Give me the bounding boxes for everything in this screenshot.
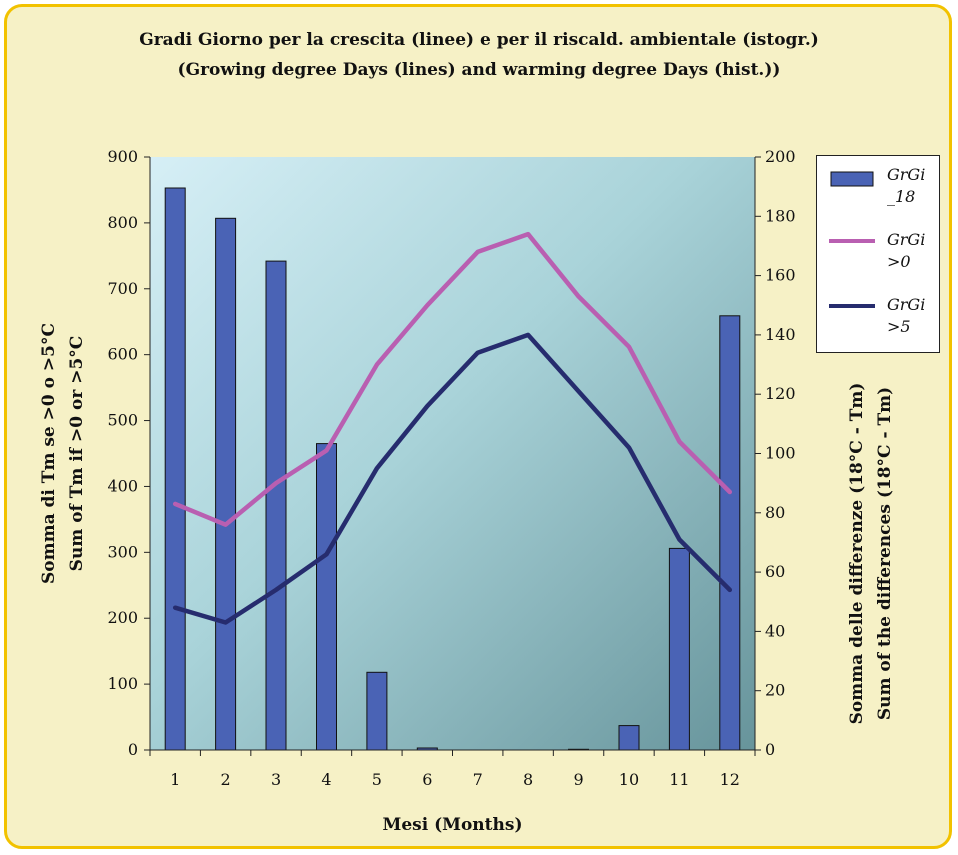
x-tick-label: 9	[573, 770, 583, 789]
bar-11	[668, 547, 690, 751]
y2-tick-label: 80	[765, 503, 785, 522]
y2-tick-label: 160	[765, 266, 796, 285]
legend: GrGi _18 GrGi >0 GrGi >5	[816, 155, 940, 353]
y2-tick-label: 40	[765, 621, 785, 640]
x-axis-title: Mesi (Months)	[383, 815, 523, 835]
y2-axis-title-line-1: Somma delle differenze (18°C - Tm)	[847, 383, 867, 725]
x-tick-label: 5	[372, 770, 382, 789]
x-tick-label: 3	[271, 770, 281, 789]
bar-12	[719, 315, 741, 751]
x-tick-label: 1	[170, 770, 180, 789]
y2-tick-label: 60	[765, 562, 785, 581]
legend-bar-swatch	[830, 171, 874, 187]
bar-2	[215, 217, 237, 751]
bar-5	[366, 671, 388, 751]
bar-10	[618, 725, 640, 751]
x-tick-label: 8	[523, 770, 533, 789]
x-tick-label: 2	[221, 770, 231, 789]
y2-tick-label: 180	[765, 206, 796, 225]
x-tick-label: 7	[473, 770, 483, 789]
y-axis-title-line-2: Sum of Tm if >0 or >5°C	[67, 336, 87, 572]
y2-tick-label: 20	[765, 681, 785, 700]
legend-line-swatch	[829, 304, 875, 308]
y-tick-label: 600	[107, 345, 138, 364]
line-series-grgi-gt0	[172, 231, 733, 527]
y-tick-label: 300	[107, 542, 138, 561]
y-tick-label: 900	[107, 147, 138, 166]
y-tick-label: 100	[107, 674, 138, 693]
chart-title-line-1: Gradi Giorno per la crescita (linee) e p…	[139, 30, 819, 50]
y-tick-label: 0	[128, 740, 138, 759]
line-series-grgi-gt5	[172, 332, 733, 625]
y-tick-label: 700	[107, 279, 138, 298]
bar-3	[265, 260, 287, 751]
x-tick-label: 10	[619, 770, 639, 789]
y-tick-label: 400	[107, 476, 138, 495]
bar-1	[164, 187, 186, 751]
x-tick-label: 12	[720, 770, 740, 789]
y-tick-label: 200	[107, 608, 138, 627]
y-axis-title-line-1: Somma di Tm se >0 o >5°C	[39, 323, 59, 584]
bar-4	[316, 443, 337, 751]
y2-tick-label: 140	[765, 325, 796, 344]
legend-label: GrGi >0	[887, 230, 926, 271]
legend-line-swatch	[829, 239, 875, 243]
y2-tick-label: 120	[765, 384, 796, 403]
x-tick-label: 6	[422, 770, 432, 789]
y-tick-label: 800	[107, 213, 138, 232]
chart-title-line-2: (Growing degree Days (lines) and warming…	[177, 60, 781, 80]
y2-tick-label: 100	[765, 444, 796, 463]
x-tick-label: 4	[321, 770, 331, 789]
x-tick-label: 11	[669, 770, 689, 789]
plot-area	[150, 157, 755, 750]
y2-axis-title-line-2: Sum of the differences (18°C - Tm)	[875, 387, 895, 720]
legend-label: GrGi >5	[887, 295, 926, 336]
y-tick-label: 500	[107, 411, 138, 430]
y2-tick-label: 0	[765, 740, 775, 759]
y2-tick-label: 200	[765, 147, 796, 166]
legend-label: GrGi _18	[887, 165, 926, 206]
